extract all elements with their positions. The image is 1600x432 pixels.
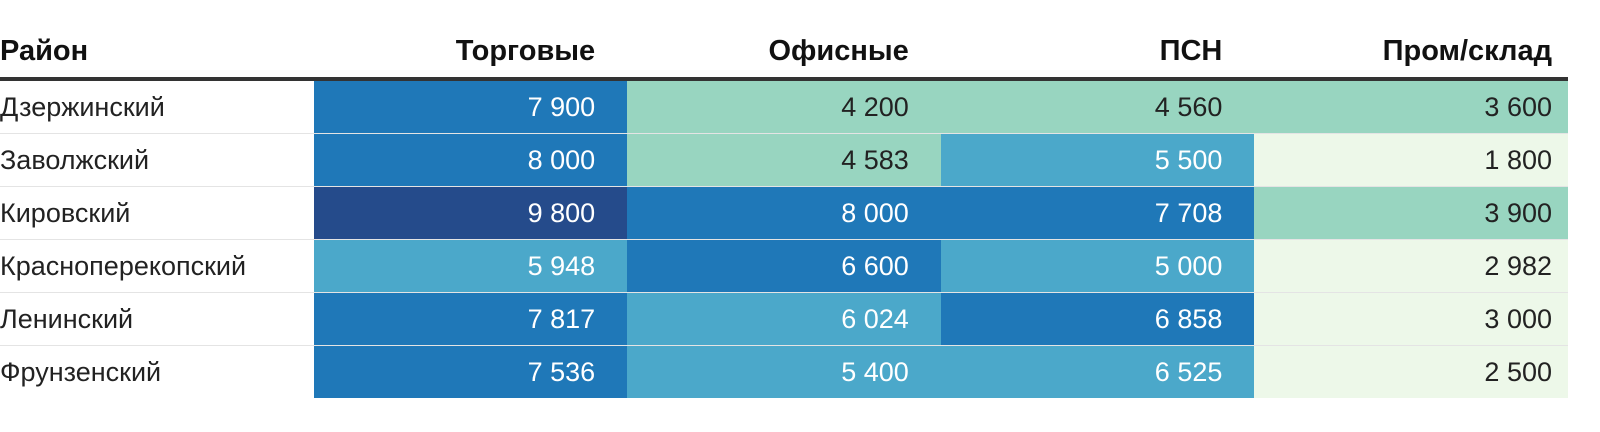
heat-cell-industrial: 3 600 (1254, 79, 1568, 134)
heat-cell-industrial: 3 000 (1254, 292, 1568, 346)
heatmap-table: Район Торговые Офисные ПСН Пром/склад Дз… (0, 25, 1568, 398)
heat-cell-psn: 7 708 (940, 186, 1255, 240)
table-row: Кировский 9 800 8 000 7 708 3 900 (0, 186, 1568, 240)
column-header-psn: ПСН (940, 25, 1255, 81)
heat-cell-retail: 5 948 (313, 239, 628, 293)
column-header-industrial: Пром/склад (1254, 25, 1568, 81)
heat-cell-psn: 5 500 (940, 133, 1255, 187)
heat-cell-office: 4 200 (627, 79, 941, 134)
heat-cell-retail: 7 536 (313, 345, 628, 398)
district-name-cell: Кировский (0, 186, 314, 240)
district-name-cell: Дзержинский (0, 79, 314, 134)
heat-cell-psn: 4 560 (940, 79, 1255, 134)
table-body: Дзержинский 7 900 4 200 4 560 3 600 Заволжски… (0, 79, 1568, 398)
table-row: Ленинский 7 817 6 024 6 858 3 000 (0, 292, 1568, 346)
heat-cell-office: 5 400 (627, 345, 941, 398)
heat-cell-psn: 5 000 (940, 239, 1255, 293)
district-name-cell: Заволжский (0, 133, 314, 187)
district-name-cell: Ленинский (0, 292, 314, 346)
table-row: Фрунзенский 7 536 5 400 6 525 2 500 (0, 345, 1568, 398)
heat-cell-office: 6 600 (627, 239, 941, 293)
column-header-retail: Торговые (313, 25, 628, 81)
district-name-cell: Красноперекопский (0, 239, 314, 293)
table-row: Заволжский 8 000 4 583 5 500 1 800 (0, 133, 1568, 187)
heat-cell-retail: 7 900 (313, 79, 628, 134)
heat-cell-psn: 6 858 (940, 292, 1255, 346)
header-row: Район Торговые Офисные ПСН Пром/склад (0, 25, 1568, 81)
heat-cell-retail: 7 817 (313, 292, 628, 346)
column-header-district: Район (0, 25, 314, 81)
heat-cell-office: 8 000 (627, 186, 941, 240)
heat-cell-psn: 6 525 (940, 345, 1255, 398)
table-row: Красноперекопский 5 948 6 600 5 000 2 982 (0, 239, 1568, 293)
heat-cell-office: 4 583 (627, 133, 941, 187)
heat-cell-industrial: 1 800 (1254, 133, 1568, 187)
heat-cell-retail: 8 000 (313, 133, 628, 187)
heat-cell-retail: 9 800 (313, 186, 628, 240)
heat-cell-office: 6 024 (627, 292, 941, 346)
table-row: Дзержинский 7 900 4 200 4 560 3 600 (0, 79, 1568, 134)
heat-cell-industrial: 2 500 (1254, 345, 1568, 398)
column-header-office: Офисные (627, 25, 941, 81)
heat-cell-industrial: 3 900 (1254, 186, 1568, 240)
district-name-cell: Фрунзенский (0, 345, 314, 398)
heat-cell-industrial: 2 982 (1254, 239, 1568, 293)
